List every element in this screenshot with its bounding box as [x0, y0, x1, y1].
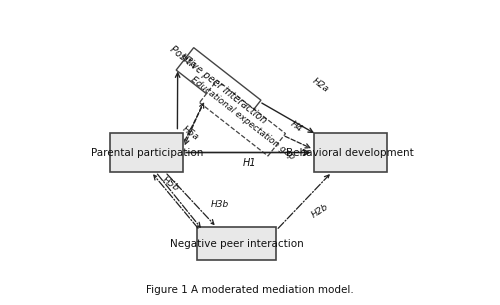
Text: H5b: H5b: [160, 175, 180, 193]
Bar: [110, 133, 184, 172]
Text: H4: H4: [288, 120, 304, 135]
Text: H5a: H5a: [180, 124, 200, 142]
Polygon shape: [200, 80, 286, 156]
Text: Behavioral development: Behavioral development: [286, 148, 414, 157]
Bar: [314, 133, 387, 172]
Bar: [197, 227, 276, 260]
Text: H2b: H2b: [310, 202, 330, 220]
Text: Educational expectation gap: Educational expectation gap: [189, 75, 296, 161]
Text: Negative peer interaction: Negative peer interaction: [170, 239, 304, 249]
Text: H2a: H2a: [310, 76, 330, 94]
Text: H3b: H3b: [211, 200, 229, 210]
Text: H1: H1: [243, 158, 257, 168]
Polygon shape: [176, 48, 261, 123]
Text: Positive peer interaction: Positive peer interaction: [168, 45, 268, 126]
Text: Parental participation: Parental participation: [90, 148, 203, 157]
Text: Figure 1 A moderated mediation model.: Figure 1 A moderated mediation model.: [146, 285, 354, 295]
Text: H3a: H3a: [178, 52, 199, 70]
